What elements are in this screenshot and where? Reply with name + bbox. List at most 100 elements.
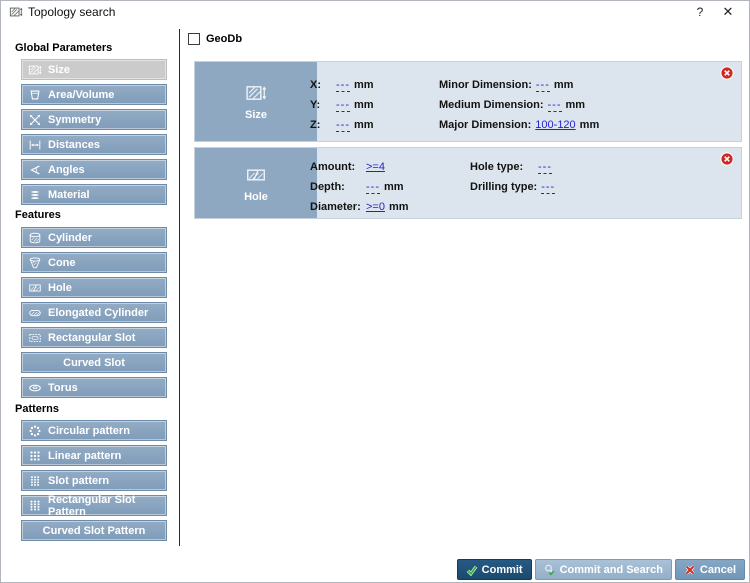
sidebar-item-label: Cylinder	[48, 231, 93, 244]
sidebar-item-elongated-cylinder[interactable]: Elongated Cylinder	[21, 302, 167, 323]
field-hole-type: Hole type: ---	[470, 161, 552, 174]
rectangular-slot-icon	[28, 331, 42, 345]
field-unit: mm	[388, 201, 409, 213]
footer-actions: Commit Commit and Search Cancel	[456, 559, 745, 580]
field-unit: mm	[579, 119, 600, 131]
field-diameter: Diameter: >=0 mm	[310, 201, 409, 213]
geodb-checkbox[interactable]	[188, 33, 200, 45]
field-label: Hole type:	[470, 161, 524, 173]
field-unit: mm	[354, 99, 374, 111]
sidebar-item-size[interactable]: Size	[21, 59, 167, 80]
commit-button[interactable]: Commit	[456, 559, 532, 580]
geodb-checkbox-row: GeoDb	[188, 33, 242, 45]
field-label: Amount:	[310, 161, 356, 173]
slot-pattern-icon	[28, 474, 42, 488]
sidebar-item-circular-pattern[interactable]: Circular pattern	[21, 420, 167, 441]
field-value-link[interactable]: >=0	[366, 201, 385, 213]
sidebar-item-label: Size	[48, 63, 71, 76]
sidebar-item-label: Rectangular Slot Pattern	[48, 493, 136, 518]
sidebar-item-material[interactable]: Material	[21, 184, 167, 205]
commit-and-search-button[interactable]: Commit and Search	[534, 559, 672, 580]
field-value-link[interactable]: 100-120	[535, 119, 576, 131]
search-check-icon	[544, 564, 556, 576]
area-volume-icon	[28, 88, 42, 102]
field-medium-dimension: Medium Dimension: --- mm	[439, 99, 585, 112]
field-drilling-type: Drilling type: ---	[470, 181, 556, 194]
field-value-link[interactable]: ---	[336, 79, 350, 92]
panel-title: Size	[244, 109, 267, 121]
sidebar-item-label: Curved Slot	[63, 356, 125, 369]
sidebar-item-linear-pattern[interactable]: Linear pattern	[21, 445, 167, 466]
sidebar-item-slot-pattern[interactable]: Slot pattern	[21, 470, 167, 491]
delete-icon[interactable]	[720, 66, 734, 80]
field-major-dimension: Major Dimension: 100-120 mm	[439, 119, 599, 131]
field-value-link[interactable]: ---	[336, 99, 350, 112]
field-value-link[interactable]: ---	[535, 79, 550, 92]
hole-icon	[28, 281, 42, 295]
linear-pattern-icon	[28, 449, 42, 463]
sidebar-item-label: Curved Slot Pattern	[42, 524, 146, 537]
cancel-button[interactable]: Cancel	[674, 559, 745, 580]
sidebar-divider	[179, 29, 180, 546]
patterns-heading: Patterns	[15, 403, 60, 415]
x-mark-icon	[684, 564, 696, 576]
field-label: X:	[310, 79, 321, 91]
hole-icon	[245, 164, 267, 186]
window-title: Topology search	[28, 5, 116, 19]
sidebar-item-cone[interactable]: Cone	[21, 252, 167, 273]
sidebar-item-label: Circular pattern	[48, 424, 130, 437]
sidebar-item-curved-slot-pattern[interactable]: Curved Slot Pattern	[21, 520, 167, 541]
cone-icon	[28, 256, 42, 270]
field-value-link[interactable]: >=4	[366, 161, 385, 173]
features-heading: Features	[15, 209, 61, 221]
sidebar-item-label: Area/Volume	[48, 88, 115, 101]
close-button[interactable]: ✕	[722, 4, 734, 19]
check-icon	[466, 564, 478, 576]
sidebar-item-label: Slot pattern	[48, 474, 110, 487]
sidebar-item-rectangular-slot-pattern[interactable]: Rectangular Slot Pattern	[21, 493, 167, 518]
title-bar: Topology search ? ✕	[1, 1, 749, 23]
sidebar-item-torus[interactable]: Torus	[21, 377, 167, 398]
hole-panel: Hole Amount: >=4 Depth: --- mm Diameter:…	[194, 147, 742, 219]
field-label: Diameter:	[310, 201, 361, 213]
sidebar-item-hole[interactable]: Hole	[21, 277, 167, 298]
field-value-link[interactable]: ---	[547, 99, 562, 112]
sidebar-item-angles[interactable]: Angles	[21, 159, 167, 180]
field-value-link[interactable]: ---	[336, 119, 350, 132]
help-button[interactable]: ?	[696, 5, 704, 19]
sidebar-item-symmetry[interactable]: Symmetry	[21, 109, 167, 130]
field-label: Drilling type:	[470, 181, 538, 193]
sidebar-item-distances[interactable]: Distances	[21, 134, 167, 155]
field-y: Y: --- mm	[310, 99, 374, 112]
size-icon	[28, 63, 42, 77]
field-value-link[interactable]: ---	[541, 181, 556, 194]
app-icon	[9, 5, 23, 19]
delete-icon[interactable]	[720, 152, 734, 166]
field-label: Medium Dimension:	[439, 99, 544, 111]
sidebar-item-curved-slot[interactable]: Curved Slot	[21, 352, 167, 373]
field-value-link[interactable]: ---	[538, 161, 552, 174]
torus-icon	[28, 381, 42, 395]
field-label: Z:	[310, 119, 321, 131]
sidebar-item-cylinder[interactable]: Cylinder	[21, 227, 167, 248]
field-value-link[interactable]: ---	[366, 181, 380, 194]
hole-panel-header: Hole	[195, 148, 317, 218]
distances-icon	[28, 138, 42, 152]
sidebar-item-rectangular-slot[interactable]: Rectangular Slot	[21, 327, 167, 348]
angles-icon	[28, 163, 42, 177]
field-unit: mm	[354, 119, 374, 131]
field-unit: mm	[384, 181, 404, 193]
sidebar-item-area-volume[interactable]: Area/Volume	[21, 84, 167, 105]
field-label: Major Dimension:	[439, 119, 532, 131]
elongated-cylinder-icon	[28, 306, 42, 320]
cylinder-icon	[28, 231, 42, 245]
field-x: X: --- mm	[310, 79, 374, 92]
symmetry-icon	[28, 113, 42, 127]
rectangular-slot-pattern-icon	[28, 499, 42, 513]
sidebar-item-label: Symmetry	[48, 113, 102, 126]
circular-pattern-icon	[28, 424, 42, 438]
field-label: Depth:	[310, 181, 345, 193]
field-z: Z: --- mm	[310, 119, 374, 132]
commit-button-label: Commit	[481, 563, 523, 576]
